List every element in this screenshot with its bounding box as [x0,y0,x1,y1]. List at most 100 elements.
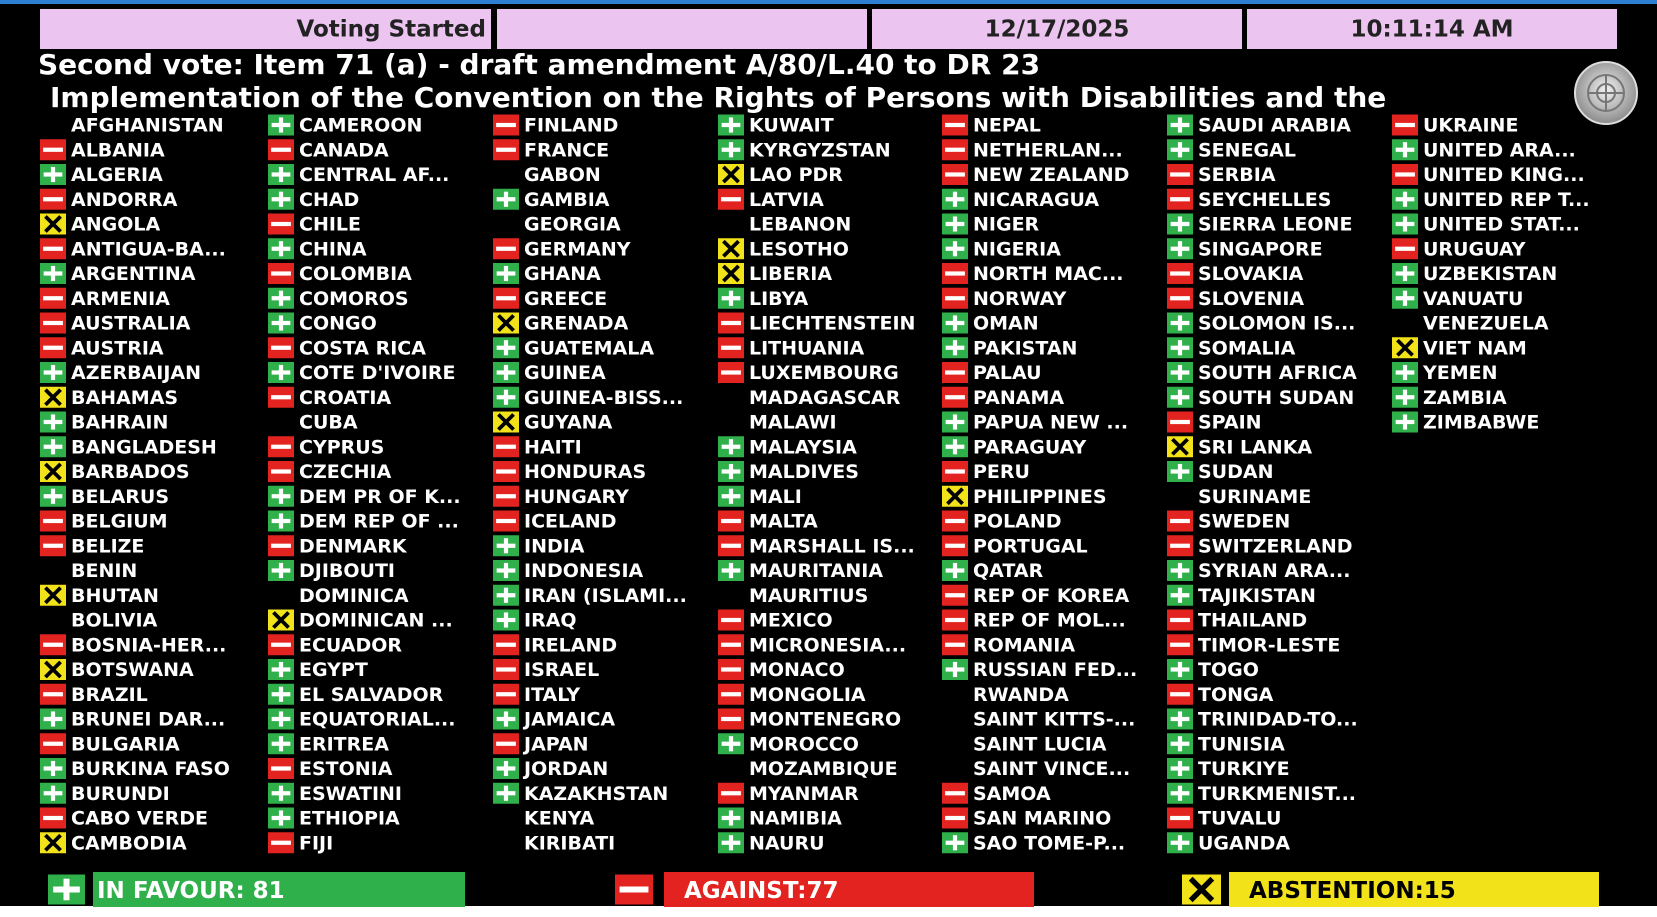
icon-bar [278,736,284,752]
country-entry: CONGO [268,312,377,335]
country-name: SAUDI ARABIA [1198,115,1351,137]
icon-bar [952,315,958,331]
icon-cross [44,462,62,481]
country-name: UNITED REP T... [1423,189,1590,211]
country-entry: TURKIYE [1167,758,1290,780]
country-entry: NORWAY [942,287,1067,310]
title-line: Second vote: Item 71 (a) - draft amendme… [38,48,1040,81]
country-name: SLOVENIA [1198,288,1304,310]
country-name: KIRIBATI [524,832,615,854]
country-name: CYPRUS [299,436,384,458]
country-name: SINGAPORE [1198,238,1323,260]
country-name: SAINT LUCIA [973,733,1107,755]
icon-bar [721,667,741,672]
country-name: NIGER [973,214,1040,236]
country-entry: UNITED REP T... [1392,188,1590,211]
country-entry: CABO VERDE [40,807,208,830]
country-entry: GUYANA [493,411,613,434]
icon-bar [1177,389,1183,405]
country-name: COSTA RICA [299,337,426,359]
country-entry: SPAIN [1167,411,1262,434]
icon-cross [44,388,62,407]
icon-bar [728,439,734,455]
icon-bar [1177,142,1183,158]
country-entry: SAINT KITTS-... [973,709,1135,731]
icon-bar [721,518,741,524]
vote-icon-yes [268,485,294,507]
country-entry: SENEGAL [1167,139,1296,161]
icon-bar [50,166,56,183]
country-entry: EL SALVADOR [268,683,444,706]
icon-bar [43,741,63,746]
country-name: MONACO [749,659,845,681]
icon-bar [43,296,63,301]
icon-bar [945,543,965,548]
icon-cross [44,215,62,233]
vote-icon-yes [40,758,66,779]
vote-icon-no [1167,535,1193,557]
country-entry: LIBERIA [718,263,832,285]
vote-icon-no [1392,164,1418,185]
country-entry: RUSSIAN FED... [942,659,1137,681]
country-entry: PAPUA NEW ... [942,411,1128,434]
country-name: CHINA [299,238,367,260]
vote-icon-yes [268,782,294,804]
icon-bar [1177,587,1183,603]
country-entry: BELARUS [40,485,169,508]
country-entry: LEBANON [749,214,851,236]
country-name: NEW ZEALAND [973,164,1129,186]
country-entry: MOROCCO [718,733,859,755]
icon-cross [44,833,62,852]
icon-cross [44,660,62,679]
total-label: ABSTENTION:15 [1249,878,1456,904]
icon-bar [728,290,734,306]
vote-icon-yes [1392,139,1418,161]
vote-icon-no [268,337,294,359]
country-name: DOMINICA [299,585,409,607]
vote-icon-no [1167,263,1193,284]
country-entry: HUNGARY [493,485,629,508]
vote-icon-yes [40,164,66,185]
country-name: BOSNIA-HER... [71,634,226,656]
icon-bar [1177,216,1183,232]
country-name: MADAGASCAR [749,387,901,409]
country-entry: SOUTH AFRICA [1167,362,1357,384]
icon-bar [496,518,516,524]
icon-bar [1402,142,1408,158]
icon-bar [496,667,516,672]
vote-icon-no [942,584,968,606]
vote-icon-no [942,362,968,383]
country-entry: MALDIVES [718,461,859,483]
country-entry: DENMARK [268,535,408,557]
icon-bar [945,271,965,276]
icon-bar [271,444,291,449]
icon-bar [278,117,284,133]
icon-bar [1170,197,1190,202]
icon-bar [271,543,291,548]
country-name: MAURITIUS [749,585,868,607]
country-entry: MYANMAR [718,782,859,805]
icon-cross [272,611,290,629]
country-name: BELGIUM [71,511,168,533]
icon-bar [271,469,291,474]
vote-icon-no [1167,609,1193,631]
vote-icon-yes [40,708,66,730]
country-entry: GUINEA [493,362,606,384]
vote-icon-yes [1167,386,1193,408]
icon-bar [278,661,284,678]
country-entry: PALAU [942,362,1042,384]
country-entry: VANUATU [1392,287,1523,310]
icon-bar [50,488,56,504]
title-clip: Implementation of the Convention on the … [50,81,1386,114]
country-entry: BELIZE [40,535,144,557]
vote-icon-no [942,114,968,136]
icon-bar [952,340,958,356]
vote-icon-abstain [493,312,519,334]
country-entry: OMAN [942,312,1039,335]
country-entry: KENYA [524,808,595,830]
vote-icon-abstain [942,485,968,507]
vote-icon-abstain [268,609,294,631]
icon-bar [271,345,291,350]
country-entry: REP OF MOL... [942,609,1126,632]
vote-icon-yes [268,807,294,829]
